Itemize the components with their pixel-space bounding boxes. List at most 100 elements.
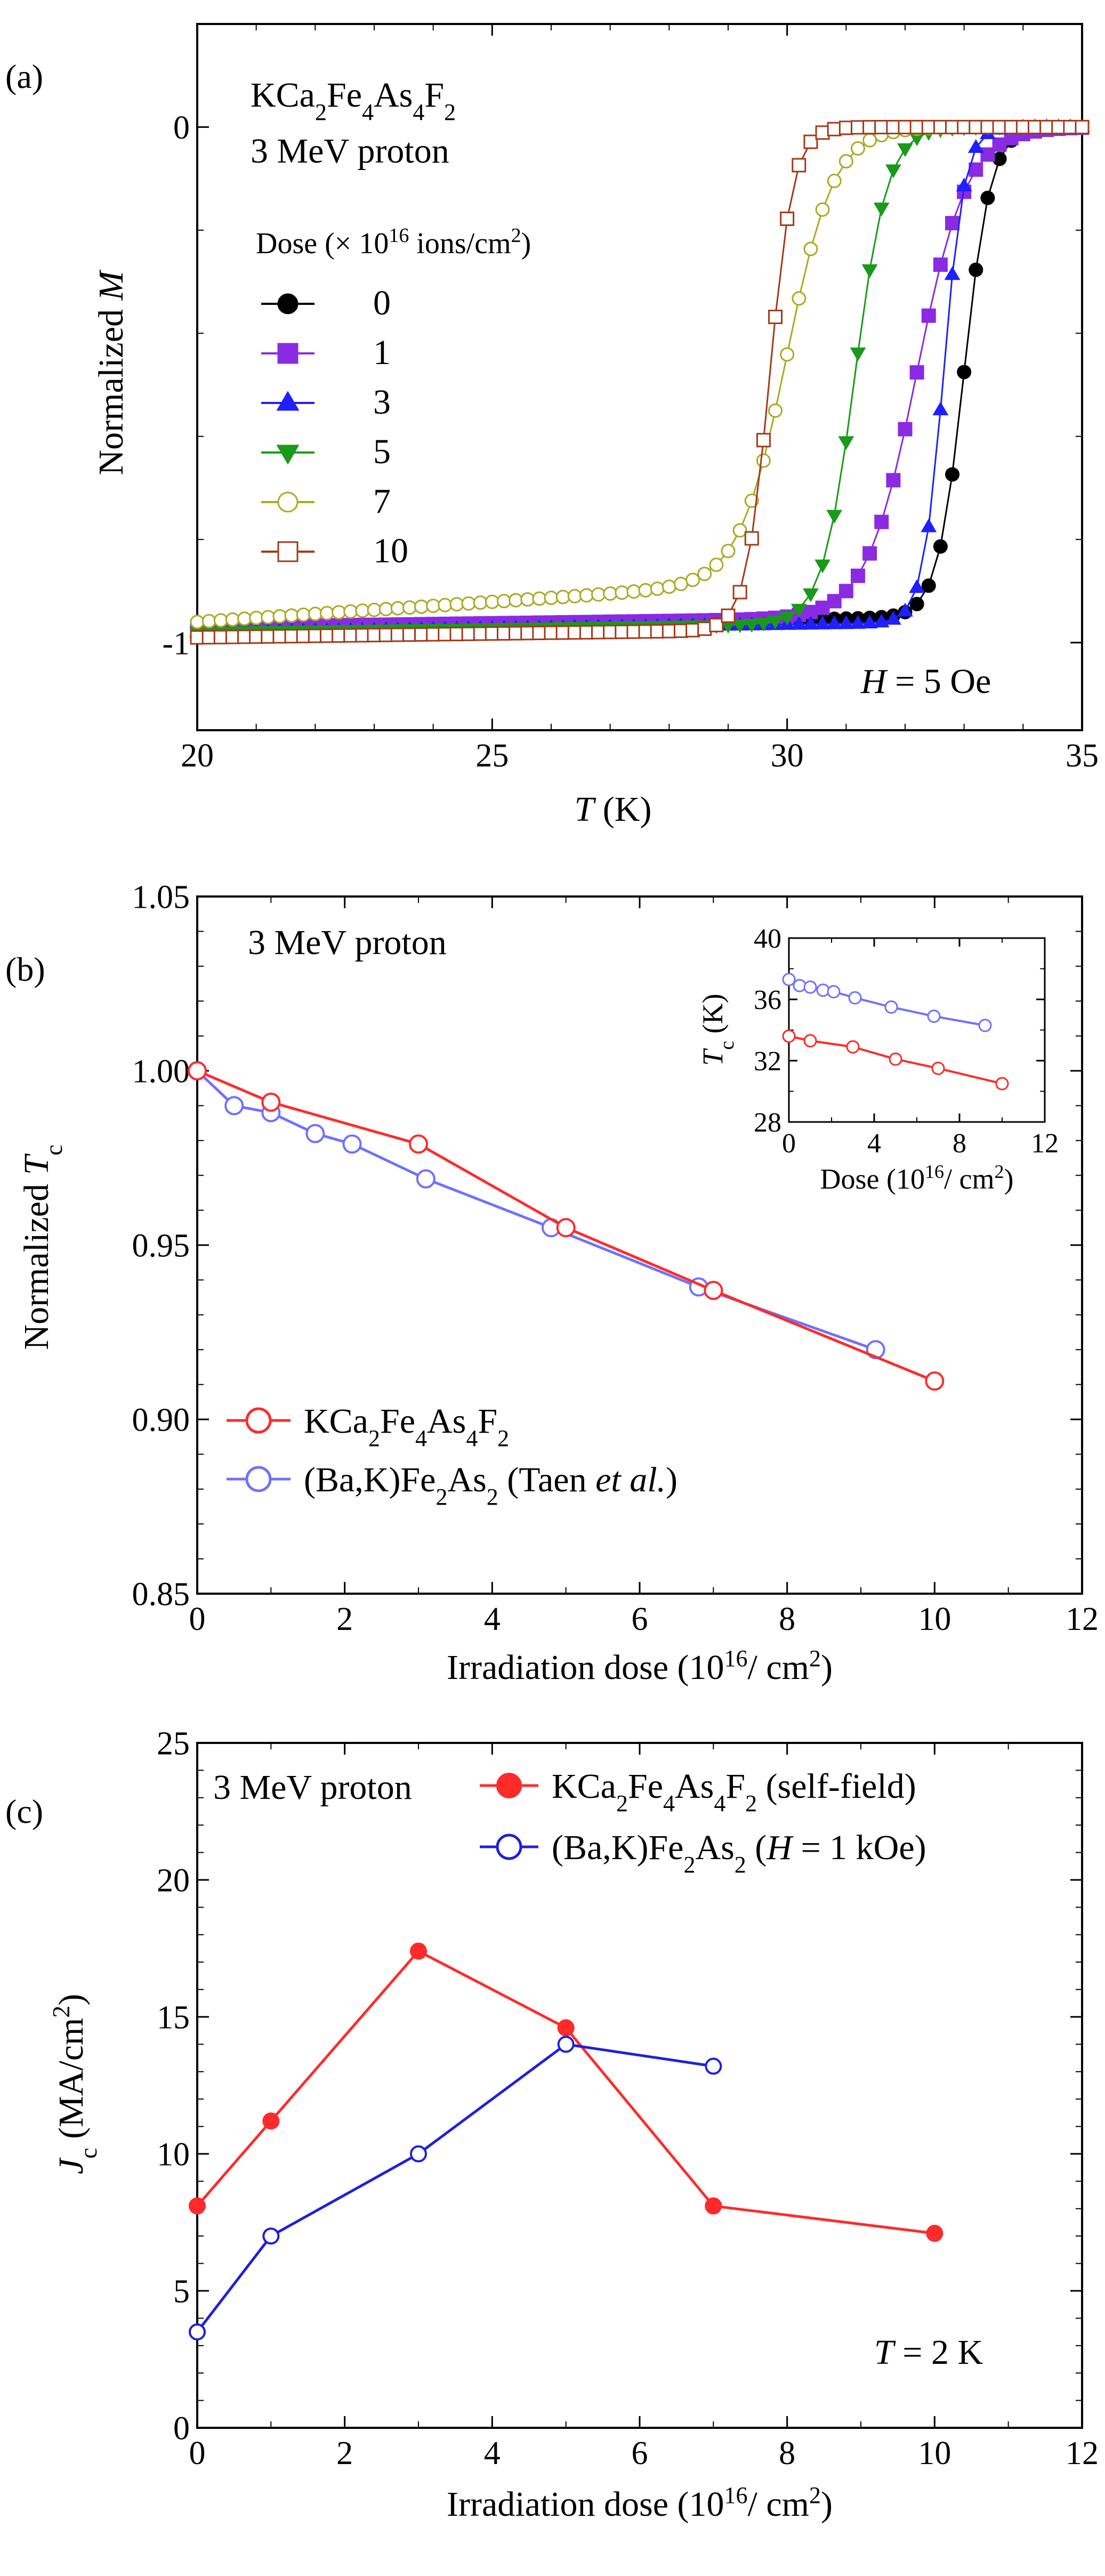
c-ytick-label: 10 — [157, 2137, 190, 2173]
data-point — [704, 1281, 723, 1301]
data-point-dose-7 — [579, 588, 594, 603]
data-point-dose-10 — [390, 627, 405, 642]
inset-data-point — [816, 983, 830, 997]
data-point-dose-7 — [603, 586, 618, 601]
data-point-dose-0 — [921, 578, 936, 593]
data-point-dose-10 — [225, 629, 240, 644]
data-point-dose-10 — [732, 585, 747, 600]
legend-label-dose-1: 1 — [373, 333, 391, 372]
inset-data-point — [803, 980, 817, 994]
data-point-dose-1 — [850, 568, 865, 583]
c-ytick-label: 5 — [173, 2274, 190, 2310]
inset-data-point — [793, 979, 806, 992]
data-point-dose-3 — [967, 139, 984, 153]
data-point-dose-10 — [367, 628, 382, 643]
data-point-dose-10 — [1075, 119, 1090, 134]
data-point-dose-5 — [767, 616, 784, 629]
data-point-dose-7 — [390, 601, 405, 616]
panel-c: (c) 0 2 4 6 8 10 12 0 5 10 15 20 25 3 MeV proton T =… — [5, 1726, 1099, 2524]
legend-marker-dose-10 — [277, 541, 299, 562]
data-point-dose-5 — [826, 510, 843, 524]
data-point-dose-10 — [555, 625, 570, 640]
series-line-kca2fe4as4f2 — [196, 1949, 935, 2235]
data-point-dose-7 — [662, 579, 676, 594]
data-point — [189, 2323, 206, 2341]
data-point-dose-10 — [838, 120, 853, 135]
data-point — [926, 2225, 943, 2242]
legend-label-dose-3: 3 — [373, 383, 391, 422]
data-point-dose-7 — [449, 597, 464, 612]
data-point-dose-10 — [496, 626, 511, 641]
data-point-dose-10 — [308, 628, 322, 643]
b-xtick-label: 6 — [632, 1601, 648, 1637]
inset-ylabel: Tc (K) — [697, 994, 738, 1065]
data-point-dose-10 — [886, 119, 901, 134]
data-point-dose-0 — [992, 151, 1007, 166]
legend-marker-dose-7 — [277, 491, 299, 513]
a-xtick-label: 30 — [771, 738, 804, 774]
data-point-dose-7 — [496, 594, 511, 609]
data-point-dose-10 — [780, 211, 795, 226]
data-point-dose-10 — [296, 628, 311, 643]
data-point-dose-3 — [791, 616, 807, 630]
panel-b-ticks: 0 2 4 6 8 10 12 0.85 0.90 0.95 1.00 1.05 — [132, 879, 1099, 1638]
panel-b-annotation-beam: 3 MeV proton — [248, 923, 447, 962]
data-point-dose-7 — [732, 523, 747, 538]
data-point-dose-1 — [933, 257, 948, 272]
data-point-dose-0 — [957, 365, 972, 379]
a-ytick-label: 0 — [173, 110, 190, 146]
data-point-dose-7 — [673, 577, 688, 592]
c-xtick-label: 6 — [632, 2435, 648, 2472]
panel-a: (a) 20 25 30 350-1 KCa2Fe4As4F2 3 MeV proto… — [5, 23, 1099, 829]
data-point-dose-7 — [532, 591, 547, 606]
data-point-dose-10 — [272, 629, 287, 644]
data-point-dose-10 — [355, 628, 370, 643]
panel-a-ylabel: Normalized M — [92, 269, 131, 475]
series-line-dose-5 — [197, 126, 1082, 633]
data-point-dose-5 — [732, 619, 748, 633]
data-point — [416, 1169, 435, 1189]
data-point-dose-10 — [426, 627, 441, 642]
data-point — [262, 2112, 280, 2130]
a-xtick-label: 20 — [181, 738, 214, 774]
data-point — [925, 1371, 945, 1391]
data-point-dose-7 — [438, 597, 453, 612]
series-line-dose-3 — [197, 126, 1082, 633]
c-xtick-label: 8 — [779, 2435, 795, 2472]
data-point-dose-5 — [873, 203, 890, 216]
data-point — [556, 1218, 576, 1238]
data-point-dose-10 — [626, 624, 641, 639]
panel-b: (b) 0 2 4 6 8 10 12 0.85 0.90 0.95 1.00 1.05 3 MeV … — [5, 879, 1099, 1687]
inset-ytick-label: 40 — [754, 924, 781, 954]
c-xtick-label: 4 — [484, 2435, 501, 2472]
data-point-dose-5 — [779, 611, 795, 626]
b-xtick-label: 10 — [918, 1601, 951, 1637]
data-point-dose-10 — [815, 125, 830, 140]
legend-label-dose-0: 0 — [373, 284, 391, 322]
inset-data-point — [978, 1019, 992, 1032]
data-point-dose-10 — [874, 120, 889, 135]
data-point-dose-7 — [650, 582, 665, 596]
data-point-dose-7 — [744, 494, 759, 508]
panel-a-ticks: 20 25 30 350-1 — [162, 24, 1099, 774]
data-point-dose-7 — [862, 133, 877, 148]
data-point-dose-7 — [461, 596, 476, 611]
data-point — [705, 2057, 722, 2075]
data-point-dose-1 — [815, 600, 830, 615]
data-point-dose-1 — [945, 216, 960, 231]
data-point-dose-10 — [957, 119, 972, 134]
data-point-dose-10 — [709, 618, 724, 633]
data-point-dose-7 — [355, 603, 370, 618]
data-point-dose-10 — [544, 625, 559, 640]
b-xtick-label: 8 — [779, 1601, 795, 1637]
b-xtick-label: 4 — [484, 1601, 501, 1637]
data-point-dose-10 — [945, 119, 960, 134]
data-point-dose-10 — [933, 119, 948, 134]
data-point-dose-7 — [237, 611, 252, 626]
data-point-dose-7 — [378, 602, 393, 617]
data-point-dose-7 — [426, 599, 441, 613]
data-point-dose-10 — [756, 433, 771, 448]
inset-xtick-label: 8 — [953, 1128, 966, 1159]
data-point-dose-10 — [1027, 119, 1042, 134]
a-xtick-label: 25 — [475, 738, 509, 774]
